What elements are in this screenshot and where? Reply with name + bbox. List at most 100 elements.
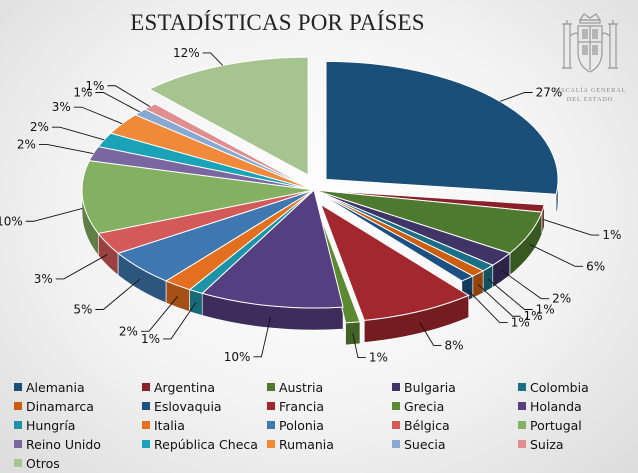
slice-holanda xyxy=(201,189,344,309)
legend-label-francia: Francia xyxy=(279,398,325,414)
slice-alemania xyxy=(325,60,559,195)
data-label-portugal: 10% xyxy=(0,214,23,228)
data-label-suiza: 1% xyxy=(85,79,104,93)
data-label-dinamarca: 1% xyxy=(524,309,543,323)
legend-swatch-suiza xyxy=(518,440,526,448)
legend-label-bulgaria: Bulgaria xyxy=(404,379,456,395)
legend-item-reino-unido: Reino Unido xyxy=(14,435,142,453)
leader-line-italia xyxy=(140,296,178,332)
leader-line-polonia xyxy=(95,278,141,310)
legend-swatch-rumania xyxy=(267,440,275,448)
slice-francia xyxy=(319,203,470,321)
legend-item-alemania: Alemania xyxy=(14,378,142,396)
legend-label-eslovaquia: Eslovaquia xyxy=(154,398,222,414)
legend-swatch-otros xyxy=(14,459,22,467)
leader-line-suiza xyxy=(107,85,151,107)
legend-label-reino-unido: Reino Unido xyxy=(26,436,101,452)
legend-label-hungria: Hungría xyxy=(26,417,76,433)
legend-label-suecia: Suecia xyxy=(404,436,446,452)
data-label-francia: 8% xyxy=(445,338,464,352)
legend-swatch-grecia xyxy=(392,402,400,410)
legend-item-belgica: Bélgica xyxy=(392,416,518,434)
data-label-reino-unido: 2% xyxy=(17,137,36,151)
legend-label-rumania: Rumania xyxy=(279,436,334,452)
slice-grecia xyxy=(316,205,361,324)
leader-line-rumania xyxy=(73,106,123,125)
leader-line-francia xyxy=(419,322,442,346)
leader-line-dinamarca xyxy=(477,284,521,317)
legend-swatch-bulgaria xyxy=(392,383,400,391)
data-label-austria: 6% xyxy=(586,259,605,273)
legend-label-grecia: Grecia xyxy=(404,398,445,414)
data-label-bulgaria: 2% xyxy=(552,292,571,306)
data-label-republica-checa: 2% xyxy=(30,120,49,134)
legend-swatch-francia xyxy=(267,402,275,410)
legend-label-dinamarca: Dinamarca xyxy=(26,398,94,414)
data-label-rumania: 3% xyxy=(52,100,71,114)
slice-side-grecia xyxy=(345,321,361,346)
legend-item-republica-checa: República Checa xyxy=(142,435,267,453)
leader-line-austria xyxy=(529,244,584,267)
data-label-italia: 2% xyxy=(119,324,138,338)
legend-swatch-hungria xyxy=(14,421,22,429)
data-label-eslovaquia: 1% xyxy=(511,316,530,330)
legend-swatch-austria xyxy=(267,383,275,391)
data-label-alemania: 27% xyxy=(536,86,563,100)
data-label-argentina: 1% xyxy=(602,228,621,242)
pie-sides xyxy=(81,179,559,346)
legend-swatch-polonia xyxy=(267,421,275,429)
legend-item-argentina: Argentina xyxy=(142,378,267,396)
leader-line-alemania xyxy=(499,92,533,102)
data-label-grecia: 1% xyxy=(369,351,388,365)
leader-line-argentina xyxy=(543,219,600,236)
slice-side-hungria xyxy=(189,289,203,316)
leader-line-belgica xyxy=(55,254,108,280)
legend-item-dinamarca: Dinamarca xyxy=(14,397,142,415)
legend-item-rumania: Rumania xyxy=(267,435,392,453)
legend-label-holanda: Holanda xyxy=(530,398,582,414)
legend-label-austria: Austria xyxy=(279,379,324,395)
legend-swatch-colombia xyxy=(518,383,526,391)
legend-label-alemania: Alemania xyxy=(26,379,85,395)
legend-label-republica-checa: República Checa xyxy=(154,436,258,452)
leader-line-colombia xyxy=(487,278,533,310)
leader-line-hungria xyxy=(163,302,197,340)
leader-line-portugal xyxy=(25,207,83,222)
legend-label-otros: Otros xyxy=(26,455,60,471)
slice-portugal xyxy=(81,160,315,234)
legend-swatch-holanda xyxy=(518,402,526,410)
legend-item-suiza: Suiza xyxy=(518,435,628,453)
legend-item-austria: Austria xyxy=(267,378,392,396)
legend-label-portugal: Portugal xyxy=(530,417,582,433)
legend-label-polonia: Polonia xyxy=(279,417,324,433)
data-label-otros: 12% xyxy=(173,46,200,60)
leader-line-republica-checa xyxy=(51,126,105,141)
legend-swatch-eslovaquia xyxy=(142,402,150,410)
leader-line-eslovaquia xyxy=(467,289,508,324)
legend-swatch-portugal xyxy=(518,421,526,429)
legend-item-hungria: Hungría xyxy=(14,416,142,434)
leader-line-suecia xyxy=(95,92,141,113)
legend-label-argentina: Argentina xyxy=(154,379,215,395)
legend-item-otros: Otros xyxy=(14,454,142,472)
chart-legend: Alemania Argentina Austria Bulgaria Colombia… xyxy=(14,378,634,472)
legend-label-belgica: Bélgica xyxy=(404,417,450,433)
slice-eslovaquia xyxy=(313,189,474,282)
legend-swatch-belgica xyxy=(392,421,400,429)
leader-line-holanda xyxy=(253,316,271,358)
legend-item-francia: Francia xyxy=(267,397,392,415)
legend-item-suecia: Suecia xyxy=(392,435,518,453)
legend-item-polonia: Polonia xyxy=(267,416,392,434)
pie-slices xyxy=(81,56,559,324)
leader-line-reino-unido xyxy=(38,143,94,154)
data-label-suecia: 1% xyxy=(73,86,92,100)
legend-swatch-argentina xyxy=(142,383,150,391)
legend-swatch-dinamarca xyxy=(14,402,22,410)
legend-item-portugal: Portugal xyxy=(518,416,628,434)
leader-line-bulgaria xyxy=(501,269,550,300)
pie-chart: 27%1%6%2%1%1%1%8%1%10%1%2%5%3%10%2%2%3%1… xyxy=(0,46,621,365)
legend-swatch-republica-checa xyxy=(142,440,150,448)
leader-line-grecia xyxy=(352,333,366,359)
data-label-polonia: 5% xyxy=(73,302,92,316)
leader-line-otros xyxy=(202,52,224,66)
